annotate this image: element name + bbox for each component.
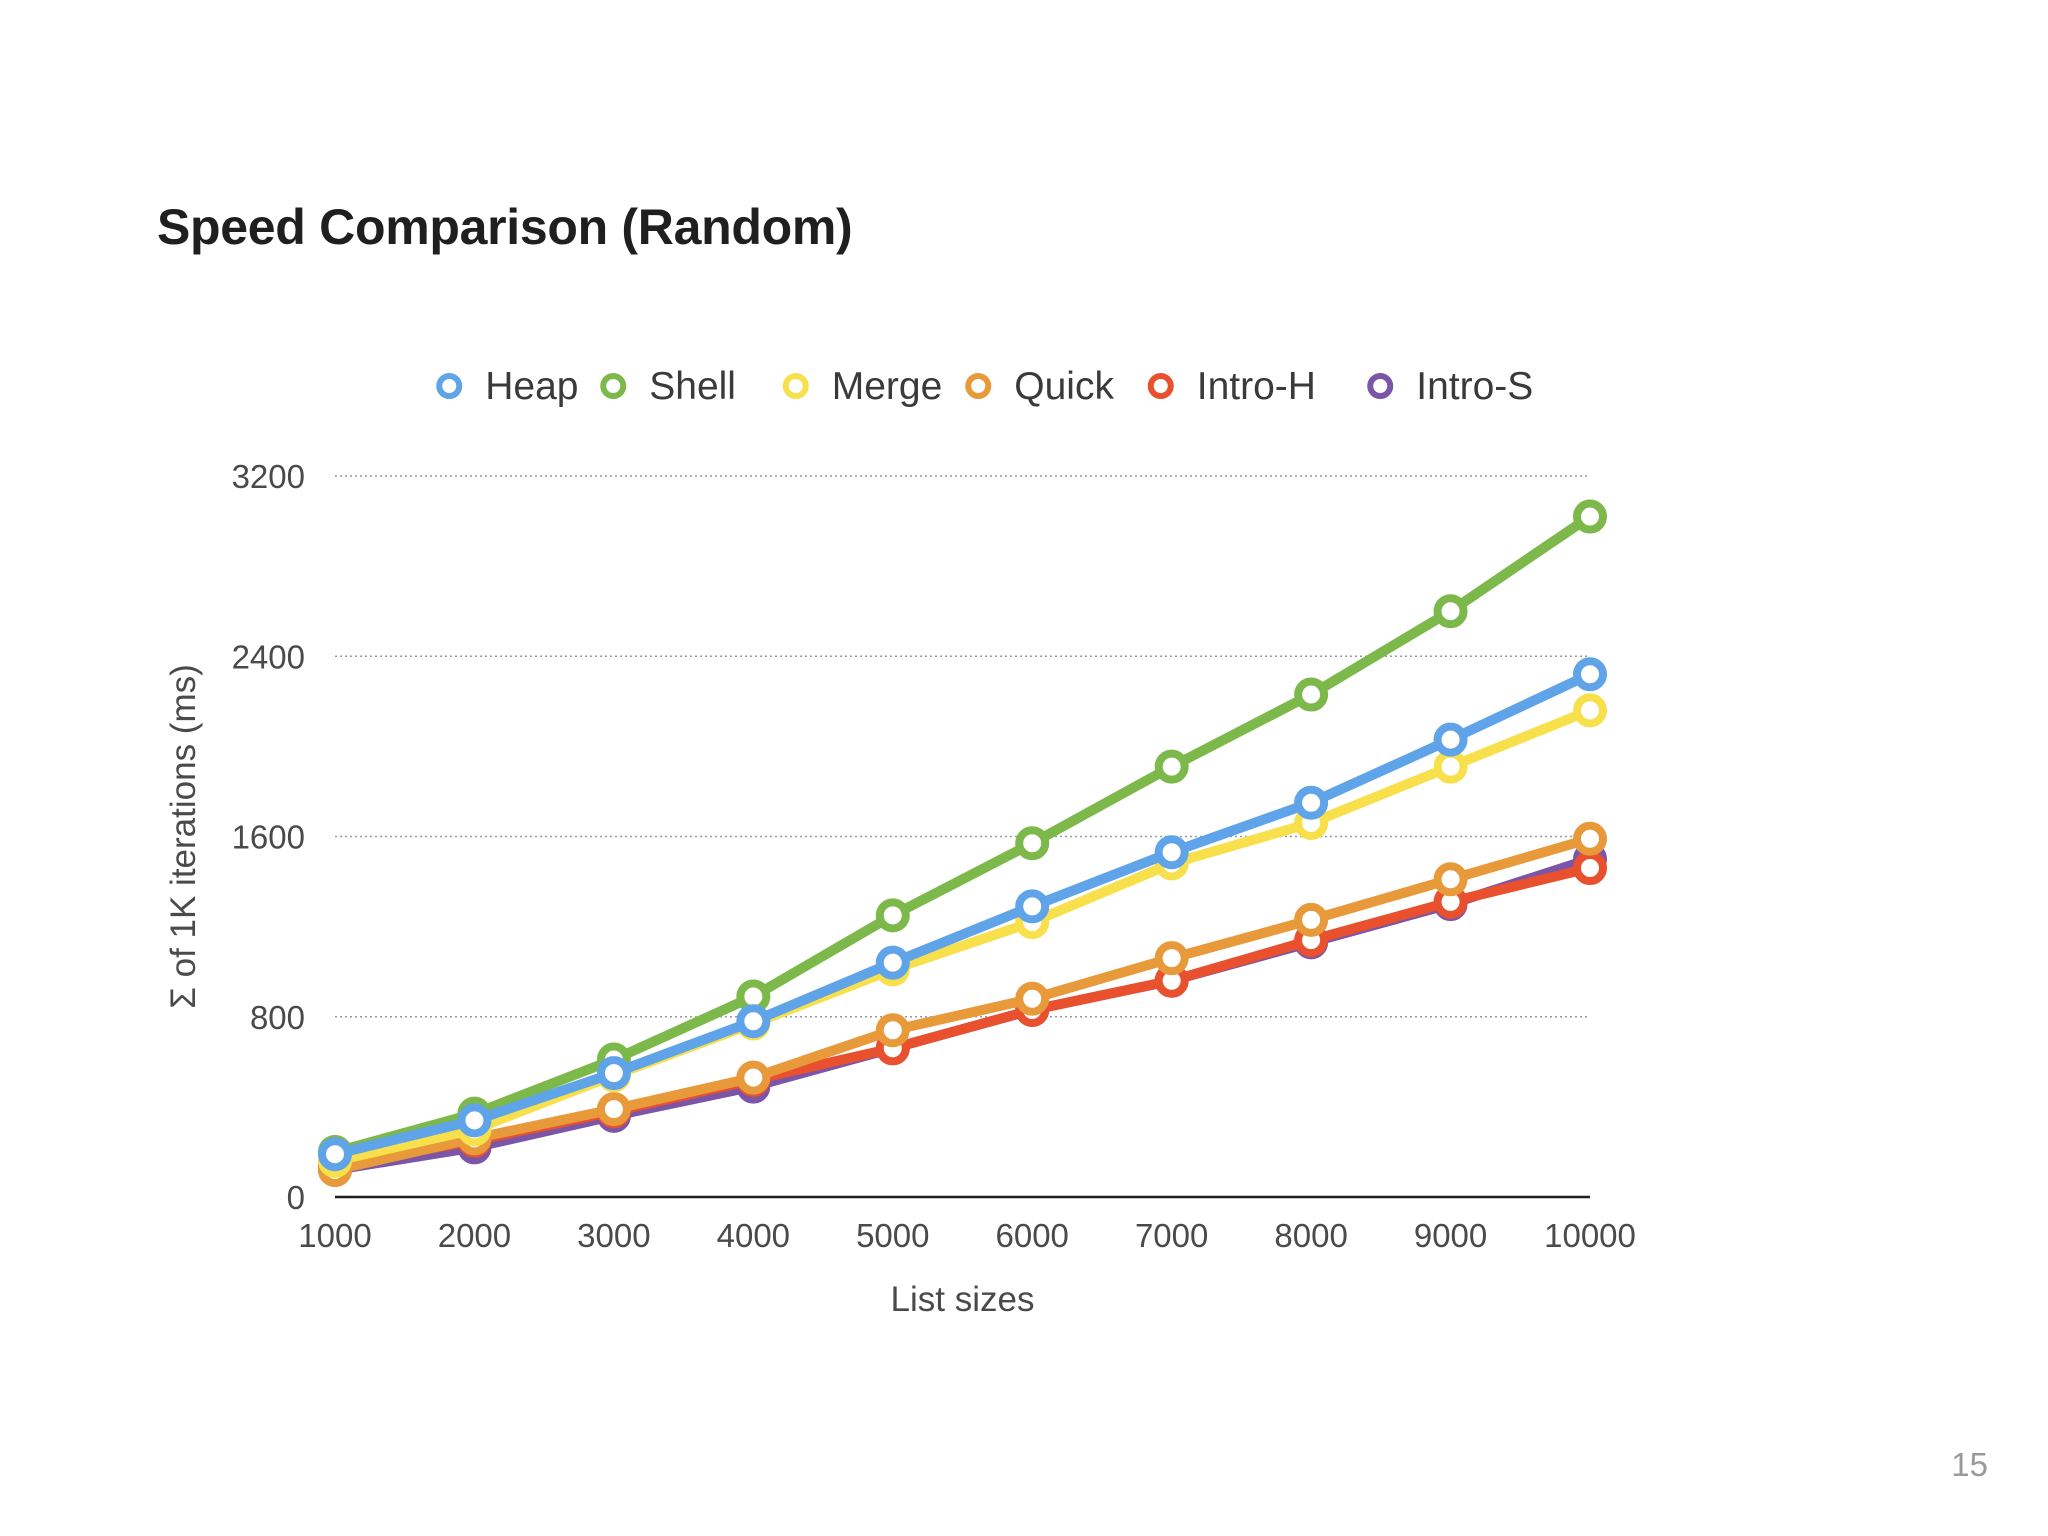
legend-label-intro-s: Intro-S	[1416, 365, 1533, 408]
data-point-shell-9000	[1433, 594, 1468, 629]
data-point-heap-8000	[1294, 785, 1329, 820]
legend-marker-intro-h	[1147, 373, 1174, 399]
series-heap	[318, 657, 1607, 1172]
legend-item-quick: Quick	[965, 365, 1114, 408]
x-tick-label-5000: 5000	[856, 1217, 929, 1254]
x-tick-label-3000: 3000	[577, 1217, 650, 1254]
data-point-quick-8000	[1294, 902, 1329, 937]
data-point-shell-10000	[1573, 499, 1607, 534]
data-point-shell-8000	[1294, 677, 1329, 712]
data-point-merge-10000	[1573, 693, 1607, 728]
x-tick-label-2000: 2000	[438, 1217, 511, 1254]
x-axis-title: List sizes	[891, 1280, 1035, 1319]
x-tick-label-4000: 4000	[717, 1217, 790, 1254]
data-point-quick-3000	[596, 1092, 631, 1127]
y-tick-label-3200: 3200	[232, 458, 305, 495]
legend-item-shell: Shell	[600, 365, 736, 408]
data-point-quick-6000	[1015, 981, 1050, 1016]
series-line-heap	[330, 669, 1595, 1160]
x-tick-label-9000: 9000	[1414, 1217, 1487, 1254]
data-point-intro-h-10000	[1573, 851, 1607, 886]
data-point-quick-10000	[1573, 821, 1607, 856]
slide-title: Speed Comparison (Random)	[157, 199, 853, 255]
legend-item-intro-s: Intro-S	[1367, 365, 1533, 408]
legend-item-merge: Merge	[782, 365, 943, 408]
legend-marker-shell	[600, 373, 627, 399]
x-tick-label-7000: 7000	[1135, 1217, 1208, 1254]
series-line-merge	[330, 705, 1595, 1166]
y-tick-label-1600: 1600	[232, 819, 305, 856]
legend-marker-quick	[965, 373, 992, 399]
series-line-quick	[330, 833, 1595, 1175]
data-point-quick-7000	[1154, 941, 1189, 976]
x-tick-label-8000: 8000	[1274, 1217, 1347, 1254]
slide-number: 15	[1951, 1446, 1988, 1483]
x-tick-label-6000: 6000	[996, 1217, 1069, 1254]
data-point-heap-4000	[736, 1004, 771, 1039]
legend-label-shell: Shell	[649, 365, 736, 408]
data-point-heap-10000	[1573, 657, 1607, 692]
data-point-quick-4000	[736, 1060, 771, 1095]
y-axis-title: Σ of 1K iterations (ms)	[164, 664, 203, 1009]
data-point-heap-5000	[875, 945, 910, 980]
data-point-shell-5000	[875, 898, 910, 933]
data-point-quick-9000	[1433, 862, 1468, 897]
legend-marker-intro-s	[1367, 373, 1394, 399]
data-point-heap-6000	[1015, 889, 1050, 924]
series-shell	[318, 499, 1607, 1169]
y-tick-label-0: 0	[287, 1179, 305, 1216]
data-point-heap-1000	[318, 1137, 352, 1172]
data-point-shell-7000	[1154, 749, 1189, 784]
data-point-quick-5000	[875, 1013, 910, 1048]
y-tick-label-800: 800	[250, 999, 305, 1036]
data-point-heap-2000	[457, 1103, 492, 1138]
legend-label-intro-h: Intro-H	[1197, 365, 1316, 408]
legend-item-heap: Heap	[436, 365, 578, 408]
series-line-shell	[330, 511, 1595, 1157]
y-tick-label-2400: 2400	[232, 638, 305, 675]
data-point-heap-3000	[596, 1056, 631, 1091]
data-point-heap-9000	[1433, 722, 1468, 757]
legend-item-intro-h: Intro-H	[1147, 365, 1316, 408]
x-tick-label-10000: 10000	[1544, 1217, 1636, 1254]
data-point-heap-7000	[1154, 835, 1189, 870]
data-point-merge-9000	[1433, 749, 1468, 784]
legend-marker-heap	[436, 373, 463, 399]
x-tick-label-1000: 1000	[298, 1217, 371, 1254]
legend-marker-merge	[782, 373, 809, 399]
legend-label-quick: Quick	[1014, 365, 1114, 408]
legend-label-merge: Merge	[832, 365, 943, 408]
legend-label-heap: Heap	[485, 365, 578, 408]
data-point-shell-6000	[1015, 826, 1050, 861]
